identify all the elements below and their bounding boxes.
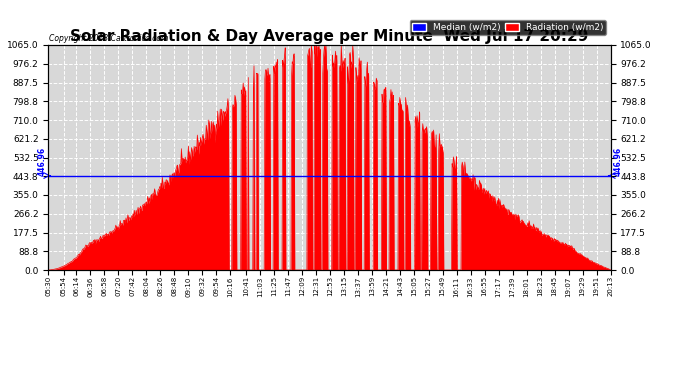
Text: 446.96: 446.96 xyxy=(613,147,622,176)
Text: 446.96: 446.96 xyxy=(38,147,47,176)
Legend: Median (w/m2), Radiation (w/m2): Median (w/m2), Radiation (w/m2) xyxy=(410,20,606,34)
Text: Copyright 2013 Cartronics.com: Copyright 2013 Cartronics.com xyxy=(49,34,168,43)
Title: Solar Radiation & Day Average per Minute  Wed Jul 17 20:29: Solar Radiation & Day Average per Minute… xyxy=(70,29,589,44)
